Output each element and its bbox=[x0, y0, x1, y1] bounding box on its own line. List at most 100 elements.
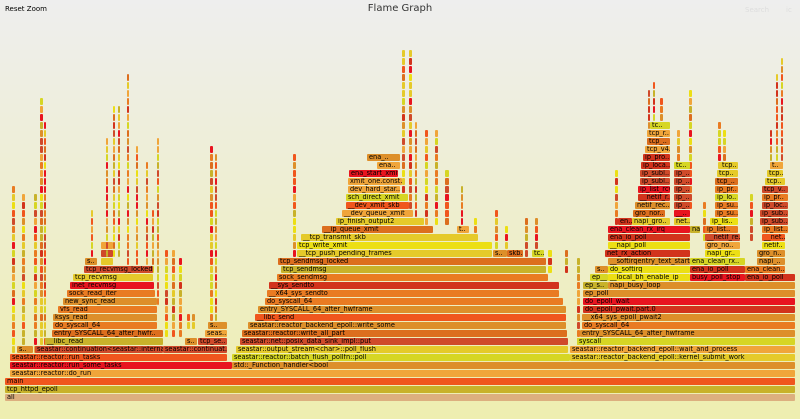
flame-frame-minor[interactable] bbox=[210, 314, 213, 321]
flame-frame-minor[interactable] bbox=[565, 258, 568, 265]
flame-frame-minor[interactable] bbox=[750, 234, 753, 241]
flame-frame-minor[interactable] bbox=[548, 250, 552, 257]
flame-frame[interactable]: ip_lo.. bbox=[715, 194, 738, 201]
flame-frame-minor[interactable] bbox=[215, 274, 217, 281]
flame-frame-minor[interactable] bbox=[152, 250, 154, 257]
flame-frame-minor[interactable] bbox=[106, 186, 108, 193]
flame-frame-minor[interactable] bbox=[12, 306, 15, 313]
flame-frame[interactable]: seastar::net::posix_data_sink_impl::put bbox=[240, 338, 568, 345]
flame-frame-minor[interactable] bbox=[118, 226, 120, 233]
flame-frame[interactable]: inet_recvmsg bbox=[70, 282, 154, 289]
flame-frame-minor[interactable] bbox=[435, 146, 438, 153]
flame-frame-minor[interactable] bbox=[215, 178, 217, 185]
flame-frame-minor[interactable] bbox=[40, 114, 43, 121]
flame-frame-minor[interactable] bbox=[136, 170, 138, 177]
flame-frame-minor[interactable] bbox=[34, 314, 37, 321]
flame-frame[interactable]: __softirqentry_text_start bbox=[608, 258, 690, 265]
flame-frame[interactable]: new_sync_read bbox=[63, 298, 157, 305]
flame-frame-minor[interactable] bbox=[718, 154, 721, 161]
flame-frame-minor[interactable] bbox=[44, 258, 46, 265]
flame-frame-minor[interactable] bbox=[409, 114, 412, 121]
flame-frame-minor[interactable] bbox=[12, 298, 15, 305]
flame-frame-minor[interactable] bbox=[615, 202, 618, 209]
flame-frame-minor[interactable] bbox=[425, 202, 428, 209]
flame-frame-minor[interactable] bbox=[113, 146, 115, 153]
flame-frame-minor[interactable] bbox=[677, 146, 680, 153]
flame-frame-minor[interactable] bbox=[781, 114, 783, 121]
flame-frame-minor[interactable] bbox=[172, 282, 175, 289]
flame-frame-minor[interactable] bbox=[22, 274, 25, 281]
flame-frame-minor[interactable] bbox=[402, 154, 405, 161]
flame-frame-minor[interactable] bbox=[565, 266, 568, 273]
flame-frame-minor[interactable] bbox=[22, 258, 25, 265]
flame-frame-minor[interactable] bbox=[718, 162, 721, 169]
flame-frame-minor[interactable] bbox=[192, 322, 195, 329]
flame-frame-minor[interactable] bbox=[402, 90, 405, 97]
flame-frame-minor[interactable] bbox=[40, 226, 43, 233]
flame-frame-minor[interactable] bbox=[535, 234, 538, 241]
flame-frame[interactable]: ip_loca.. bbox=[641, 162, 670, 169]
flame-frame-minor[interactable] bbox=[12, 266, 15, 273]
flame-frame-minor[interactable] bbox=[750, 194, 753, 201]
flame-frame-minor[interactable] bbox=[210, 234, 213, 241]
flame-frame-minor[interactable] bbox=[136, 202, 138, 209]
flame-frame[interactable]: ip_subl.. bbox=[640, 178, 670, 185]
flame-frame-minor[interactable] bbox=[22, 194, 25, 201]
flame-frame-minor[interactable] bbox=[770, 130, 772, 137]
flame-frame-minor[interactable] bbox=[210, 146, 213, 153]
flame-frame-minor[interactable] bbox=[34, 210, 37, 217]
flame-frame-minor[interactable] bbox=[44, 234, 46, 241]
flame-frame-minor[interactable] bbox=[44, 282, 46, 289]
flame-frame[interactable]: napi_.. bbox=[757, 258, 785, 265]
flame-frame[interactable]: vfs_read bbox=[58, 306, 157, 313]
flame-frame-minor[interactable] bbox=[293, 154, 296, 161]
flame-frame-minor[interactable] bbox=[91, 226, 93, 233]
flame-frame-minor[interactable] bbox=[210, 218, 213, 225]
flame-frame-minor[interactable] bbox=[677, 154, 680, 161]
flame-frame-minor[interactable] bbox=[776, 146, 778, 153]
flame-frame[interactable]: __napi_poll bbox=[608, 242, 690, 249]
flame-frame[interactable]: tcp_recvmsg_locked bbox=[84, 266, 153, 273]
flame-frame-minor[interactable] bbox=[127, 194, 129, 201]
flame-frame-minor[interactable] bbox=[409, 130, 412, 137]
flame-frame-minor[interactable] bbox=[44, 250, 46, 257]
flame-frame[interactable]: ip_loc.. bbox=[762, 202, 788, 209]
flame-frame-minor[interactable] bbox=[648, 90, 650, 97]
flame-frame-minor[interactable] bbox=[157, 202, 159, 209]
flame-frame-minor[interactable] bbox=[44, 154, 46, 161]
flame-frame-minor[interactable] bbox=[152, 210, 154, 217]
flame-frame-minor[interactable] bbox=[127, 226, 129, 233]
flame-frame[interactable]: tcp_.. bbox=[647, 138, 670, 145]
flame-frame-minor[interactable] bbox=[157, 162, 159, 169]
flame-frame-minor[interactable] bbox=[22, 266, 25, 273]
flame-frame-minor[interactable] bbox=[461, 186, 463, 193]
flame-frame-minor[interactable] bbox=[40, 242, 43, 249]
flame-frame[interactable]: tcp.. bbox=[717, 170, 738, 177]
flame-frame-minor[interactable] bbox=[22, 298, 25, 305]
flame-frame-minor[interactable] bbox=[495, 242, 498, 249]
flame-frame-minor[interactable] bbox=[157, 178, 159, 185]
flame-frame-minor[interactable] bbox=[146, 186, 148, 193]
flame-frame-minor[interactable] bbox=[402, 130, 405, 137]
flame-frame-minor[interactable] bbox=[689, 106, 692, 113]
flame-frame-minor[interactable] bbox=[495, 234, 498, 241]
flame-frame-minor[interactable] bbox=[136, 250, 138, 257]
flame-frame[interactable]: __sys_sendto bbox=[269, 282, 559, 289]
flame-frame-minor[interactable] bbox=[409, 58, 412, 65]
flame-frame-minor[interactable] bbox=[689, 90, 692, 97]
flame-frame-minor[interactable] bbox=[152, 234, 154, 241]
flame-frame[interactable]: ip_list.. bbox=[762, 226, 788, 233]
flame-frame-minor[interactable] bbox=[689, 122, 692, 129]
flame-frame-minor[interactable] bbox=[187, 314, 190, 321]
flame-frame[interactable]: tcp_sendmsg_locked bbox=[278, 258, 546, 265]
flame-frame-minor[interactable] bbox=[113, 234, 115, 241]
flame-frame-minor[interactable] bbox=[445, 210, 449, 217]
flame-frame-minor[interactable] bbox=[40, 330, 43, 337]
flame-frame-minor[interactable] bbox=[179, 314, 182, 321]
flame-frame-minor[interactable] bbox=[689, 178, 692, 185]
flame-frame[interactable]: seastar::reactor_backend_epoll::write_so… bbox=[248, 322, 566, 329]
flame-frame[interactable]: seastar::reactor::do_run bbox=[10, 370, 795, 377]
flame-frame-minor[interactable] bbox=[210, 266, 213, 273]
flame-frame-minor[interactable] bbox=[210, 226, 213, 233]
flame-frame-minor[interactable] bbox=[118, 210, 120, 217]
